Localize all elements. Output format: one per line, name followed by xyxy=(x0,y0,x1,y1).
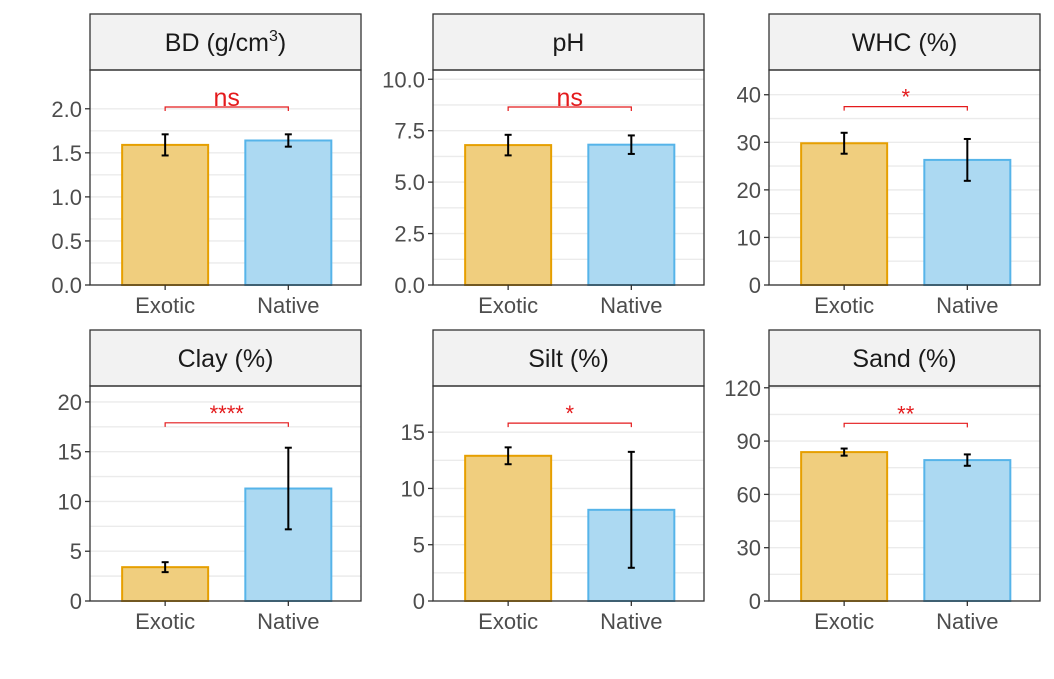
significance-label: **** xyxy=(210,401,245,426)
facet-title: BD (g/cm3) xyxy=(165,28,286,57)
y-tick-label: 2.0 xyxy=(51,97,82,122)
y-tick-label: 30 xyxy=(737,536,761,561)
y-tick-label: 5.0 xyxy=(394,170,425,195)
x-tick-label: Exotic xyxy=(478,293,538,318)
bar-exotic xyxy=(800,142,889,286)
significance-bracket xyxy=(507,422,632,428)
facet-panel-0: BD (g/cm3) 0.0 0.5 1.0 1.5 2.0 Exotic Native ns xyxy=(51,13,362,318)
y-tick-label: 30 xyxy=(737,130,761,155)
facet-strip xyxy=(89,329,362,387)
facet-strip xyxy=(768,329,1041,387)
x-tick-label: Native xyxy=(257,609,319,634)
facet-title: Silt (%) xyxy=(528,345,609,373)
y-tick-label: 20 xyxy=(58,390,82,415)
x-tick-label: Exotic xyxy=(814,293,874,318)
y-tick-label: 10 xyxy=(401,476,425,501)
bar-native xyxy=(587,143,676,286)
bar-exotic xyxy=(121,143,210,286)
x-tick-label: Native xyxy=(257,293,319,318)
panel-border xyxy=(768,385,1041,602)
x-tick-label: Exotic xyxy=(814,609,874,634)
bar-native xyxy=(244,139,333,286)
panel-border xyxy=(432,69,705,286)
bar-exotic xyxy=(464,454,553,603)
x-tick-label: Exotic xyxy=(135,609,195,634)
facet-strip xyxy=(432,329,705,387)
y-tick-label: 60 xyxy=(737,482,761,507)
facet-strip xyxy=(89,13,362,71)
x-tick-label: Native xyxy=(600,609,662,634)
y-tick-label: 40 xyxy=(737,83,761,108)
significance-label: ns xyxy=(557,84,583,112)
facet-panel-4: Silt (%) 0 5 10 15 Exotic Native * xyxy=(401,329,705,634)
panel-border xyxy=(432,385,705,602)
facet-title: WHC (%) xyxy=(852,29,958,57)
y-tick-label: 0 xyxy=(413,589,425,614)
x-tick-label: Native xyxy=(936,609,998,634)
significance-label: * xyxy=(565,401,574,426)
y-tick-label: 10 xyxy=(737,225,761,250)
facet-title: Clay (%) xyxy=(178,345,274,373)
significance-bracket xyxy=(507,106,632,112)
y-tick-label: 10.0 xyxy=(382,67,425,92)
facet-panel-1: pH 0.0 2.5 5.0 7.5 10.0 Exotic Native ns xyxy=(382,13,705,318)
x-tick-label: Native xyxy=(600,293,662,318)
y-tick-label: 90 xyxy=(737,429,761,454)
significance-label: ** xyxy=(897,401,915,426)
y-tick-label: 5 xyxy=(70,539,82,564)
panel-border xyxy=(89,385,362,602)
bar-native xyxy=(923,459,1012,602)
facet-panel-3: Clay (%) 0 5 10 15 20 Exotic Native **** xyxy=(58,329,362,634)
significance-label: * xyxy=(901,85,910,110)
bar-exotic xyxy=(464,144,553,286)
facet-panel-5: Sand (%) 0 30 60 90 120 Exotic Native ** xyxy=(724,329,1041,634)
y-tick-label: 1.0 xyxy=(51,185,82,210)
bar-exotic xyxy=(800,451,889,603)
y-tick-label: 2.5 xyxy=(394,222,425,247)
facet-title: pH xyxy=(553,29,585,57)
panel-border xyxy=(768,69,1041,286)
y-tick-label: 0 xyxy=(70,589,82,614)
y-tick-label: 0.0 xyxy=(51,273,82,298)
y-tick-label: 0 xyxy=(749,273,761,298)
significance-bracket xyxy=(164,422,289,427)
facet-title: Sand (%) xyxy=(852,345,956,373)
facet-panel-2: WHC (%) 0 10 20 30 40 Exotic Native * xyxy=(737,13,1041,318)
y-tick-label: 0.0 xyxy=(394,273,425,298)
significance-bracket xyxy=(164,106,289,112)
facet-strip xyxy=(432,13,705,71)
x-tick-label: Exotic xyxy=(478,609,538,634)
y-tick-label: 20 xyxy=(737,178,761,203)
y-tick-label: 15 xyxy=(58,440,82,465)
significance-label: ns xyxy=(214,84,240,112)
y-tick-label: 7.5 xyxy=(394,119,425,144)
y-tick-label: 0 xyxy=(749,589,761,614)
y-tick-label: 1.5 xyxy=(51,141,82,166)
y-tick-label: 5 xyxy=(413,533,425,558)
y-tick-label: 120 xyxy=(724,376,761,401)
y-tick-label: 0.5 xyxy=(51,229,82,254)
y-tick-label: 15 xyxy=(401,420,425,445)
x-tick-label: Exotic xyxy=(135,293,195,318)
panel-border xyxy=(89,69,362,286)
significance-bracket xyxy=(843,422,968,428)
facet-strip xyxy=(768,13,1041,71)
y-tick-label: 10 xyxy=(58,489,82,514)
significance-bracket xyxy=(843,106,968,111)
x-tick-label: Native xyxy=(936,293,998,318)
